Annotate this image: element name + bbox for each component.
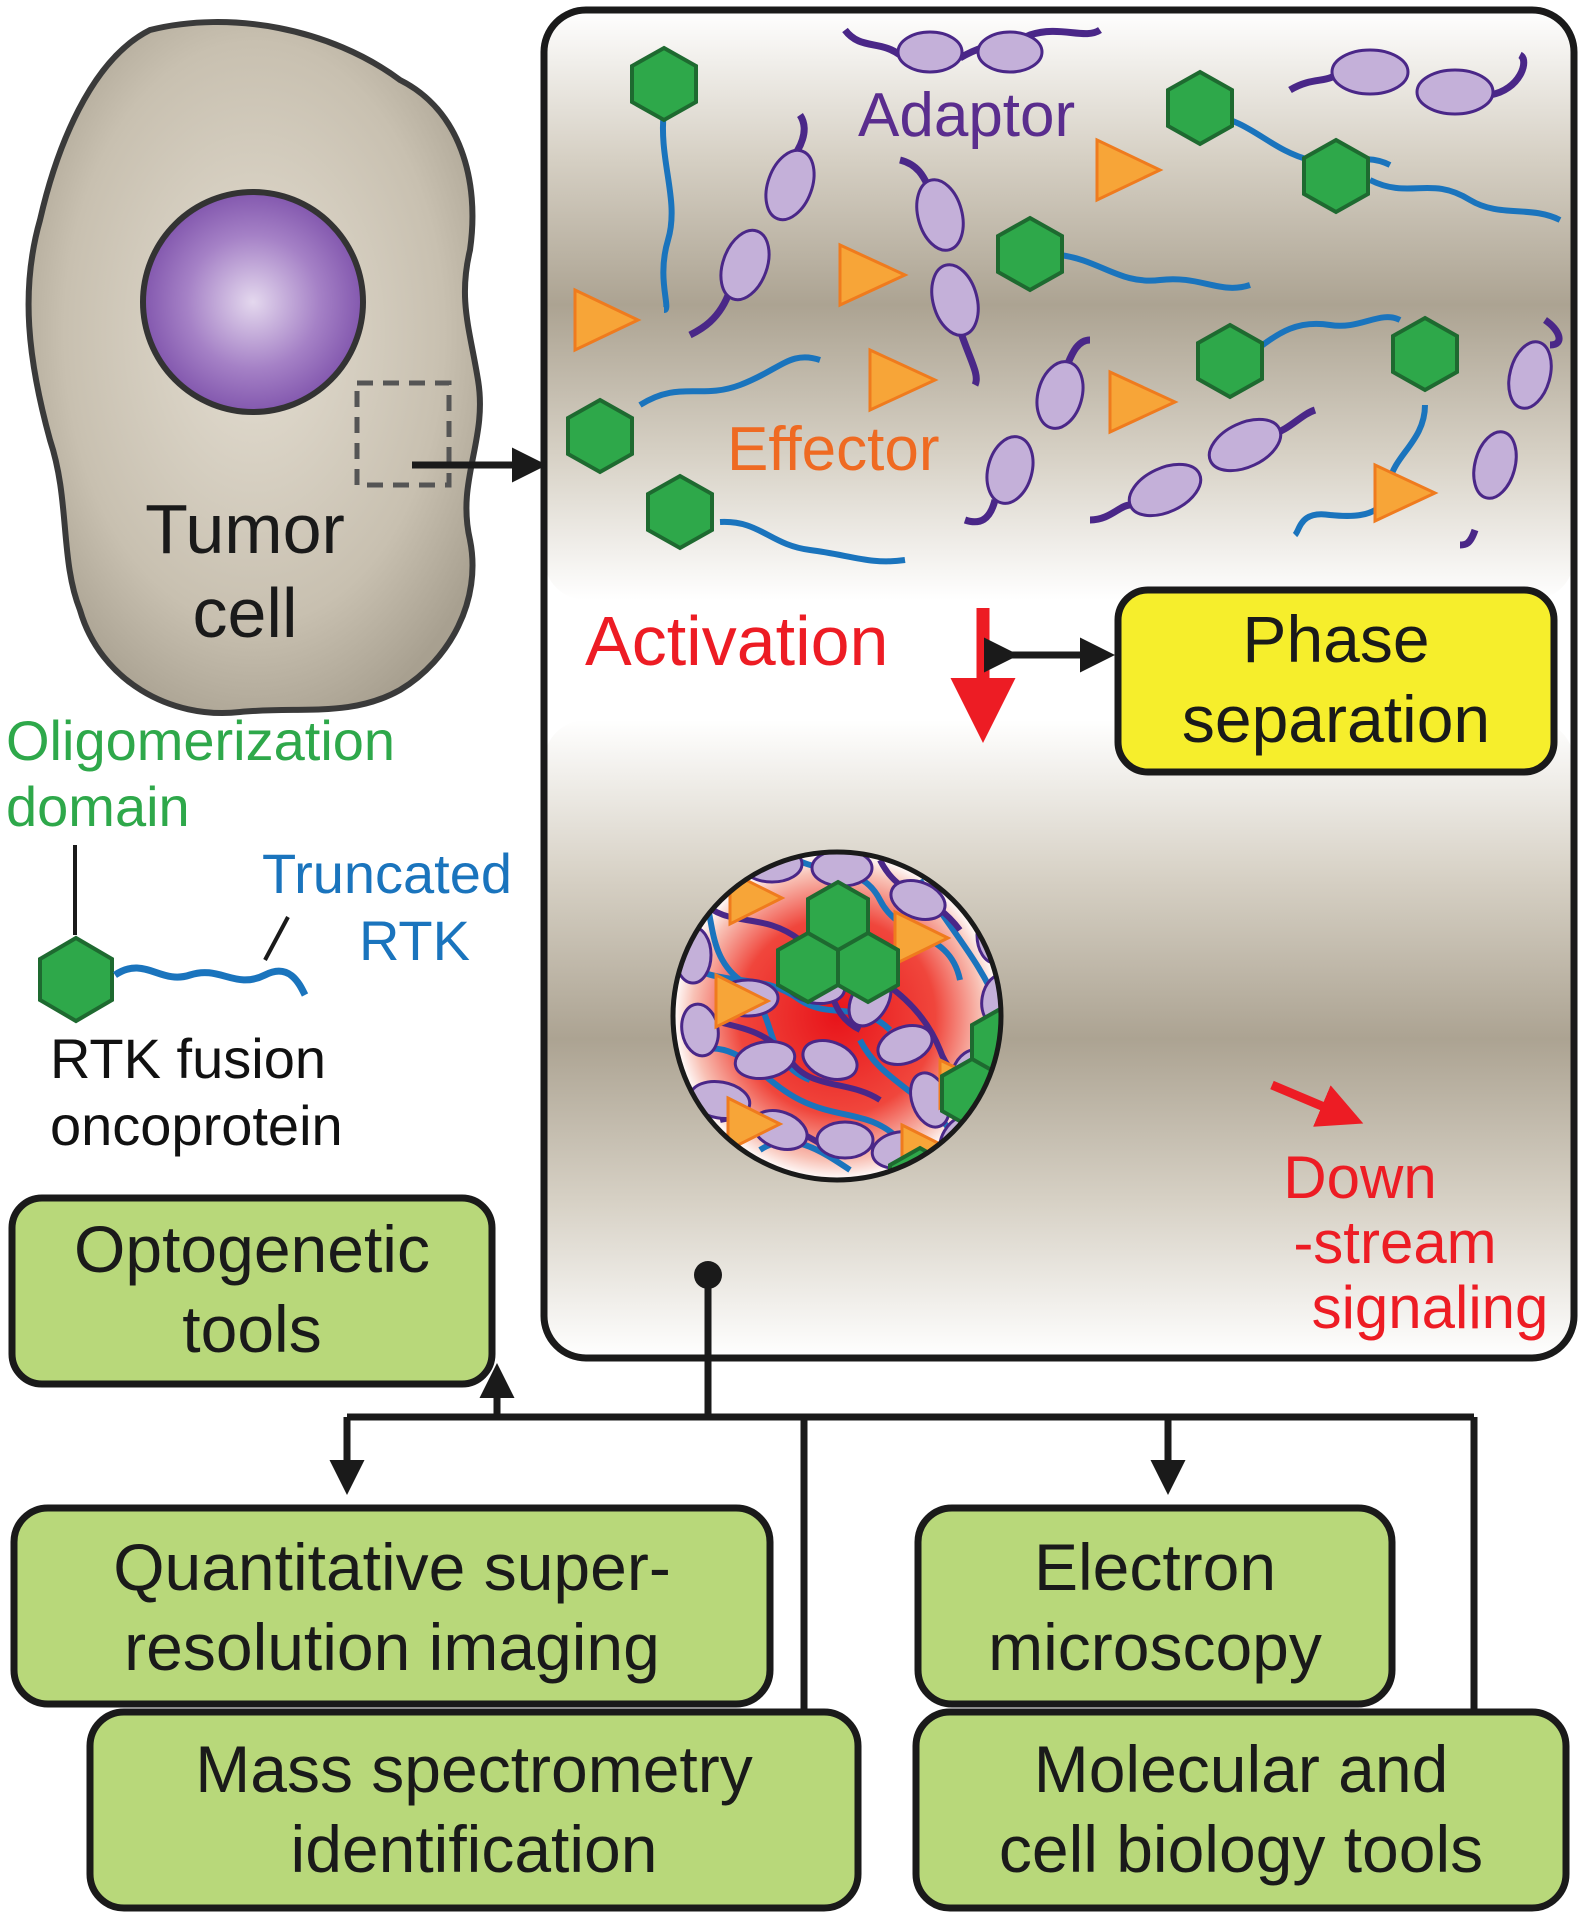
downstream-line2: -stream: [1293, 1209, 1496, 1276]
phase-separation-box: Phase separation: [1114, 586, 1558, 776]
mass-spectrometry-line2: identification: [291, 1812, 658, 1886]
oligomer-hexagon: [1166, 69, 1234, 147]
legend-oligomer-hexagon: [38, 935, 114, 1024]
oligomer-hexagon: [566, 397, 634, 475]
super-resolution-imaging-box: Quantitative super- resolution imaging: [10, 1504, 774, 1708]
legend-oligomerization-line1: Oligomerization: [6, 709, 395, 772]
oligomer-hexagon: [996, 215, 1064, 293]
legend-truncated-line2: RTK: [359, 909, 470, 972]
tumor-cell: Tumor cell: [25, 19, 483, 716]
electron-microscopy-box: Electron microscopy: [914, 1504, 1396, 1708]
legend: Oligomerization domain Truncated RTK RTK…: [6, 709, 512, 1157]
mass-spectrometry-line1: Mass spectrometry: [195, 1732, 752, 1806]
free-rtk-fusions: [566, 45, 1562, 565]
oligomer-cluster: [776, 879, 900, 1005]
free-effectors: [573, 137, 1439, 524]
mass-spectrometry-box: Mass spectrometry identification: [86, 1708, 862, 1912]
optogenetic-line1: Optogenetic: [74, 1212, 430, 1286]
legend-rtk-pointer: [263, 916, 290, 961]
molecular-line1: Molecular and: [1034, 1732, 1449, 1806]
oligomer-hexagon: [1391, 315, 1459, 393]
legend-fusion-line1: RTK fusion: [50, 1027, 326, 1090]
legend-truncated-line1: Truncated: [262, 842, 512, 905]
tumor-cell-label-line2: cell: [192, 574, 297, 652]
phase-separation-line1: Phase: [1242, 602, 1429, 676]
downstream-line1: Down: [1283, 1144, 1436, 1211]
nucleus: [140, 189, 366, 415]
legend-oligomerization-line2: domain: [6, 775, 190, 838]
oligomer-hexagon: [646, 473, 714, 551]
free-adaptors: [688, 26, 1563, 549]
super-resolution-line2: resolution imaging: [124, 1610, 660, 1684]
condensate-outline: [670, 849, 1004, 1183]
electron-microscopy-line2: microscopy: [988, 1610, 1322, 1684]
legend-rtk-tail: [113, 964, 309, 997]
super-resolution-line1: Quantitative super-: [113, 1530, 671, 1604]
oligomer-hexagon: [1302, 137, 1370, 215]
optogenetic-tools-box: Optogenetic tools: [8, 1194, 496, 1388]
legend-fusion-line2: oncoprotein: [50, 1094, 343, 1157]
tumor-cell-label-line1: Tumor: [145, 490, 345, 568]
downstream-line3: signaling: [1312, 1274, 1549, 1341]
activation-label: Activation: [585, 602, 888, 680]
adaptor-label: Adaptor: [858, 81, 1075, 150]
phase-separation-line2: separation: [1182, 682, 1490, 756]
molecular-cell-biology-box: Molecular and cell biology tools: [912, 1708, 1570, 1912]
oligomer-hexagon: [1196, 322, 1264, 400]
oligomer-hexagon: [630, 45, 698, 123]
downstream-arrow: [1270, 1080, 1364, 1127]
molecular-line2: cell biology tools: [999, 1812, 1483, 1886]
effector-label: Effector: [727, 415, 940, 484]
cytoplasm-border: [540, 6, 1578, 1362]
zoom-region-box: [354, 380, 452, 488]
electron-microscopy-line1: Electron: [1034, 1530, 1276, 1604]
optogenetic-line2: tools: [182, 1292, 321, 1366]
